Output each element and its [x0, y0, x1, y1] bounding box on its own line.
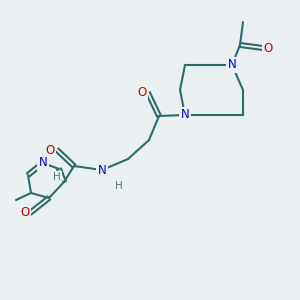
Text: N: N — [98, 164, 106, 176]
Text: O: O — [137, 86, 147, 100]
Text: H: H — [115, 181, 123, 191]
Text: O: O — [45, 143, 55, 157]
Text: N: N — [228, 58, 236, 71]
Text: H: H — [53, 172, 61, 182]
Text: N: N — [39, 157, 47, 169]
Text: O: O — [263, 41, 273, 55]
Text: N: N — [181, 109, 189, 122]
Text: O: O — [20, 206, 30, 220]
